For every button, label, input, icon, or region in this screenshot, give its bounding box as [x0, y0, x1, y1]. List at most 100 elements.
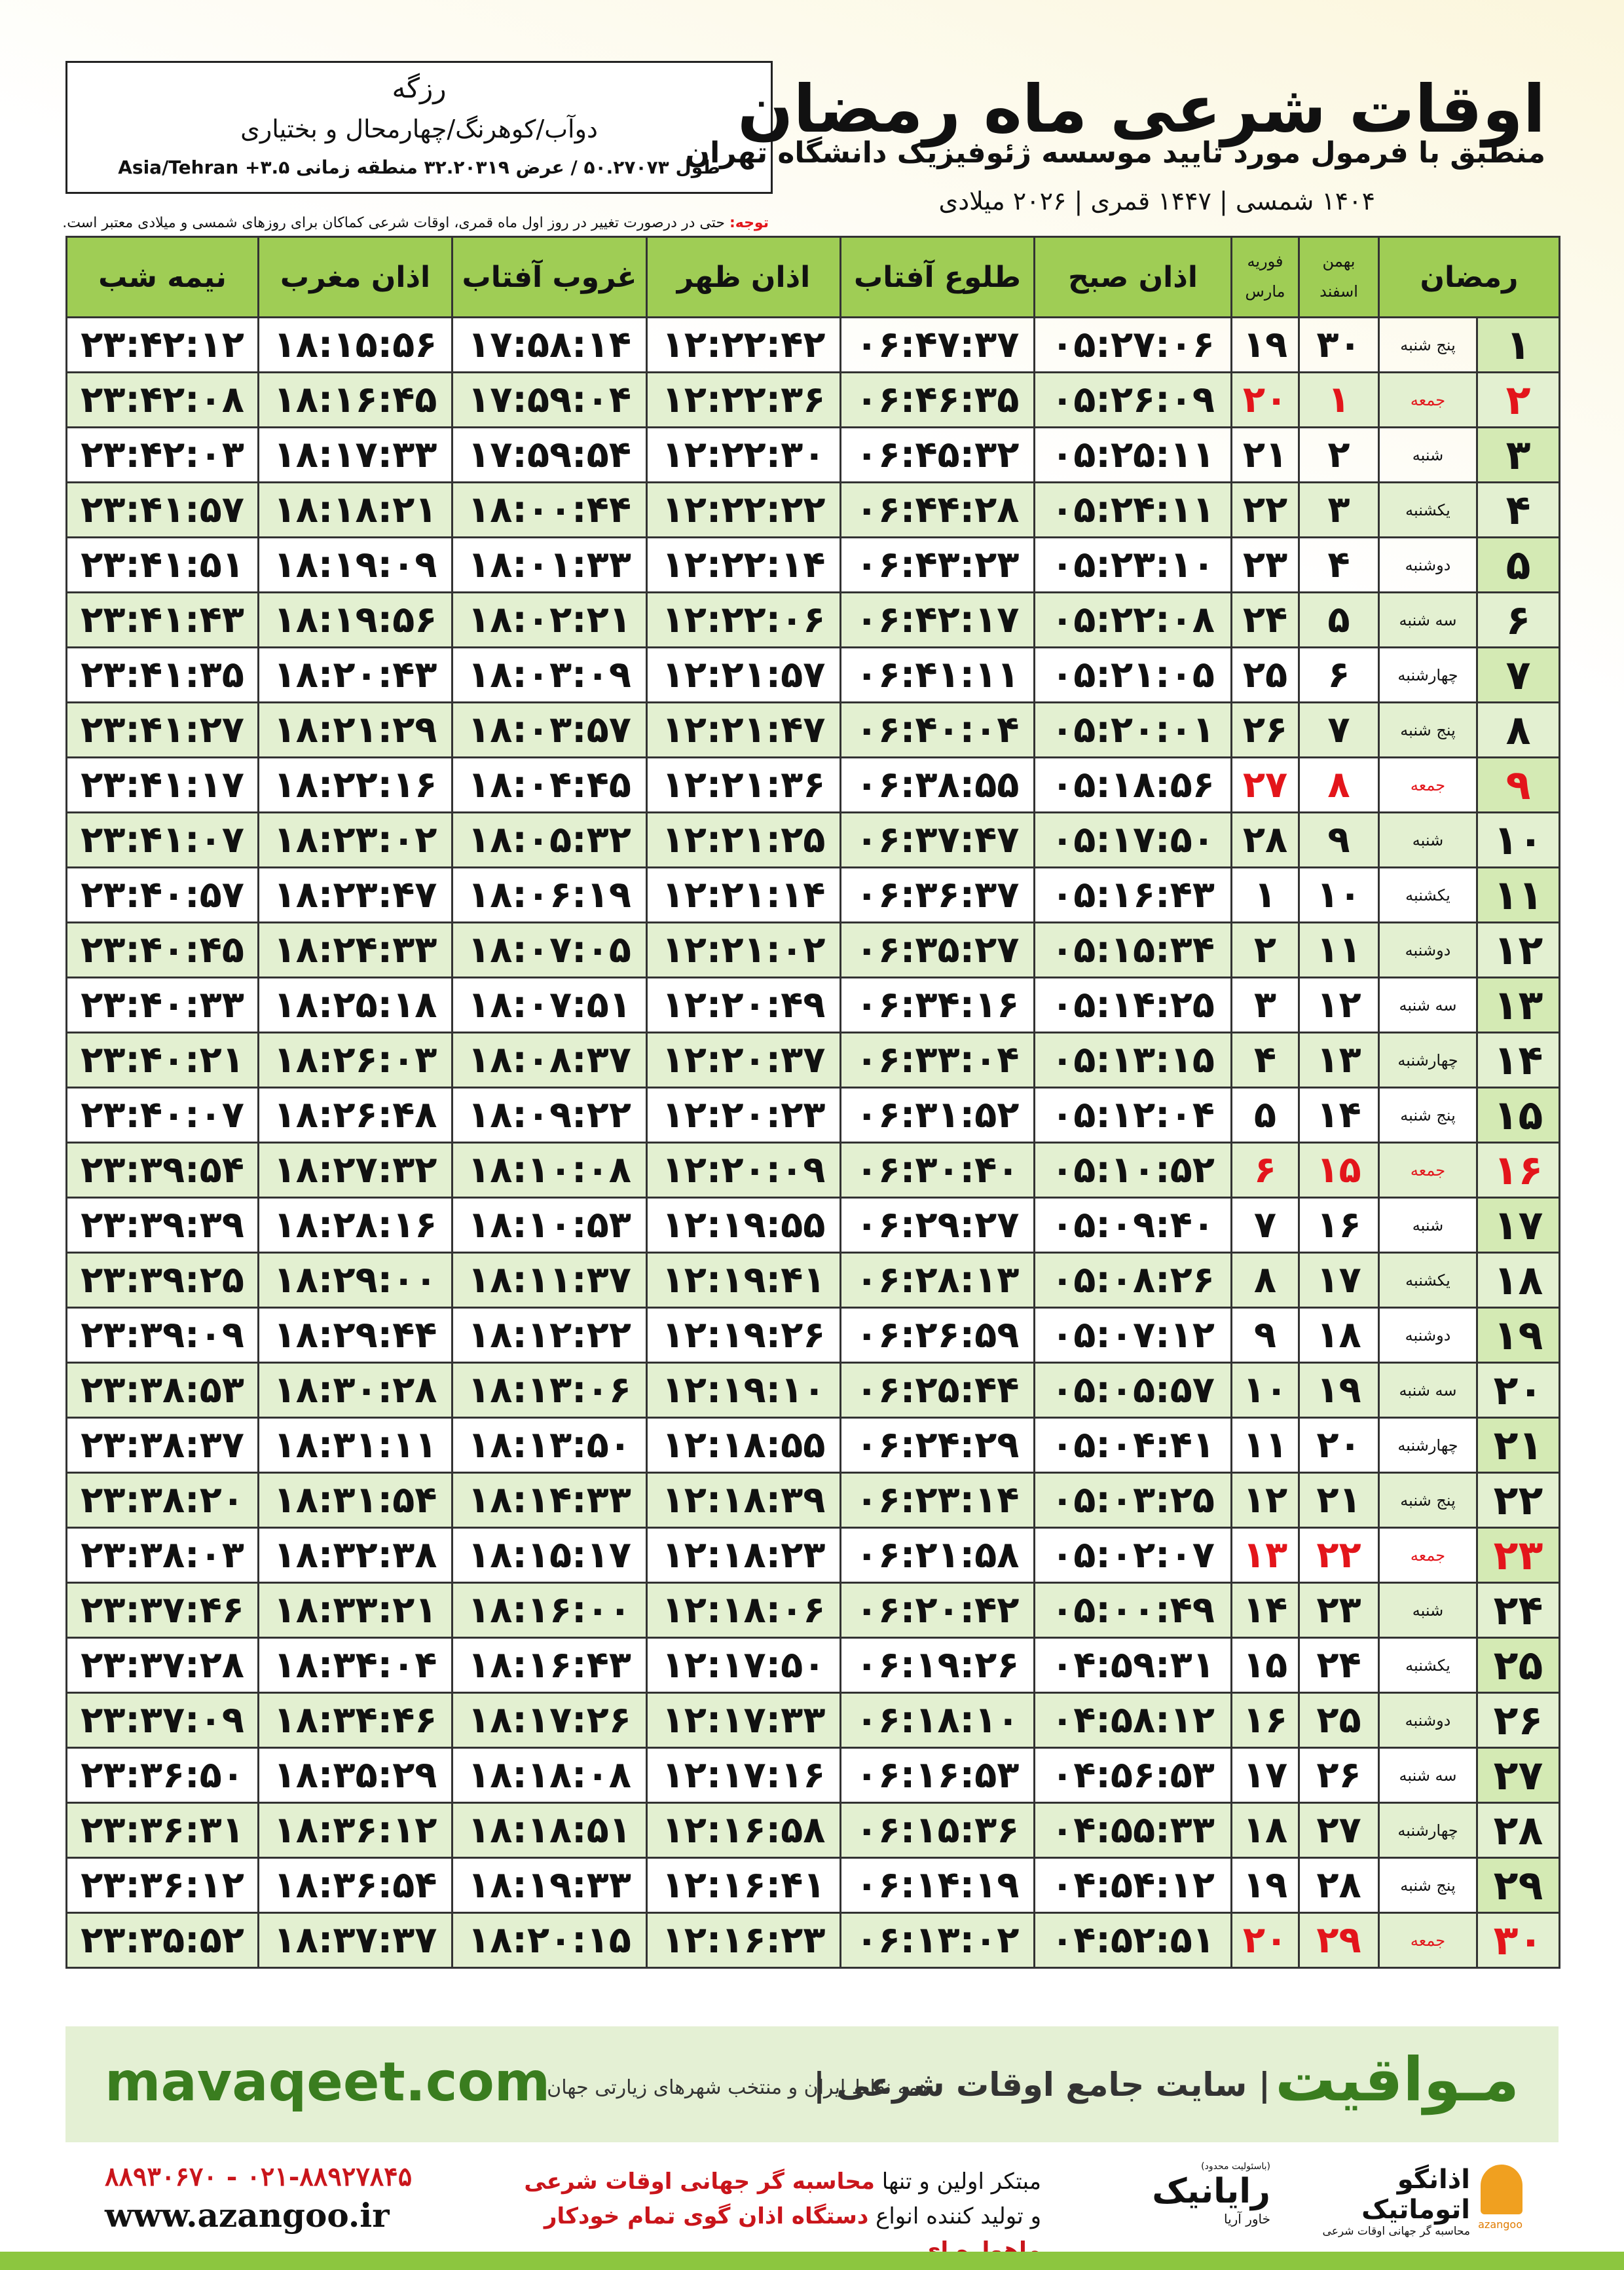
time-cell: ۱۲:۲۱:۰۲ [646, 921, 841, 978]
weekday: شنبه [1377, 426, 1479, 483]
location-coords: طول ۵۰.۲۷۰۷۳ / عرض ۳۲.۲۰۳۱۹ منطقه زمانی … [118, 157, 720, 178]
table-row: ۲۹ پنج شنبه ۲۸ ۱۹ ۰۴:۵۴:۱۲ ۰۶:۱۴:۱۹ ۱۲:۱۶:۴۱ ۱۸… [65, 1857, 1561, 1914]
time-cell: ۲۳:۳۸:۵۳ [65, 1362, 259, 1419]
time-cell: ۱۸:۱۰:۵۳ [451, 1197, 648, 1254]
time-cell: ۰۵:۱۷:۵۰ [1033, 811, 1232, 868]
time-cell: ۱۸:۱۳:۰۶ [451, 1362, 648, 1419]
time-cell: ۰۵:۲۶:۰۹ [1033, 371, 1232, 428]
date-cell: ۱۹ [1298, 1362, 1380, 1419]
table-row: ۱۲ دوشنبه ۱۱ ۲ ۰۵:۱۵:۳۴ ۰۶:۳۵:۲۷ ۱۲:۲۱:۰۲ ۱۸:۰۷… [65, 921, 1561, 978]
header-cell: اذان مغرب [257, 236, 453, 318]
time-cell: ۱۸:۳۰:۲۸ [257, 1362, 453, 1419]
text: اذانگو اتوماتیک [1361, 2165, 1470, 2225]
time-cell: ۱۸:۱۸:۲۱ [257, 481, 453, 538]
table-row: ۳ شنبه ۲ ۲۱ ۰۵:۲۵:۱۱ ۰۶:۴۵:۳۲ ۱۲:۲۲:۳۰ ۱۷:۵۹:۵۴… [65, 426, 1561, 483]
time-cell: ۱۸:۱۷:۳۳ [257, 426, 453, 483]
time-cell: ۰۶:۳۱:۵۲ [840, 1087, 1035, 1144]
time-cell: ۰۵:۱۸:۵۶ [1033, 756, 1232, 813]
date-cell: ۹ [1230, 1307, 1300, 1364]
time-cell: ۱۲:۲۰:۲۳ [646, 1087, 841, 1144]
date-cell: ۵ [1298, 591, 1380, 648]
table-row: ۷ چهارشنبه ۶ ۲۵ ۰۵:۲۱:۰۵ ۰۶:۴۱:۱۱ ۱۲:۲۱:۵۷ ۱۸:۰… [65, 646, 1561, 703]
time-cell: ۰۵:۲۲:۰۸ [1033, 591, 1232, 648]
table-row: ۶ سه شنبه ۵ ۲۴ ۰۵:۲۲:۰۸ ۰۶:۴۲:۱۷ ۱۲:۲۲:۰۶ ۱۸:۰۲… [65, 591, 1561, 648]
time-cell: ۰۵:۰۵:۵۷ [1033, 1362, 1232, 1419]
time-cell: ۲۳:۳۸:۳۷ [65, 1417, 259, 1474]
date-cell: ۵ [1230, 1087, 1300, 1144]
time-cell: ۰۵:۱۲:۰۴ [1033, 1087, 1232, 1144]
weekday: چهارشنبه [1377, 1417, 1479, 1474]
table-row: ۱۸ یکشنبه ۱۷ ۸ ۰۵:۰۸:۲۶ ۰۶:۲۸:۱۳ ۱۲:۱۹:۴۱ ۱۸:۱۱… [65, 1252, 1561, 1309]
bottom-strip [0, 2252, 1624, 2270]
ramadan-day: ۱۷ [1476, 1197, 1561, 1254]
text: مبتکر اولین و تنها [881, 2168, 1041, 2195]
text: رایانیک [1152, 2172, 1270, 2211]
date-cell: ۲۱ [1298, 1472, 1380, 1529]
table-row: ۲ جمعه ۱ ۲۰ ۰۵:۲۶:۰۹ ۰۶:۴۶:۳۵ ۱۲:۲۲:۳۶ ۱۷:۵۹:۰۴… [65, 371, 1561, 428]
time-cell: ۲۳:۳۶:۳۱ [65, 1802, 259, 1859]
time-cell: ۱۸:۳۲:۳۸ [257, 1527, 453, 1584]
banner-coverage: همه نقاط ایران و منتخب شهرهای زیارتی جها… [547, 2076, 930, 2099]
time-cell: ۱۸:۲۰:۴۳ [257, 646, 453, 703]
time-cell: ۰۵:۱۵:۳۴ [1033, 921, 1232, 978]
time-cell: ۱۸:۳۴:۴۶ [257, 1692, 453, 1749]
date-cell: ۷ [1298, 701, 1380, 758]
ramadan-day: ۲۵ [1476, 1637, 1561, 1694]
time-cell: ۱۸:۲۷:۳۲ [257, 1142, 453, 1199]
date-cell: ۶ [1298, 646, 1380, 703]
time-cell: ۰۶:۴۳:۲۳ [840, 536, 1035, 593]
time-cell: ۱۸:۲۱:۲۹ [257, 701, 453, 758]
time-cell: ۱۲:۱۹:۴۱ [646, 1252, 841, 1309]
time-cell: ۰۵:۰۸:۲۶ [1033, 1252, 1232, 1309]
time-cell: ۱۸:۱۹:۰۹ [257, 536, 453, 593]
time-cell: ۰۵:۰۰:۴۹ [1033, 1582, 1232, 1639]
ramadan-day: ۶ [1476, 591, 1561, 648]
time-cell: ۰۵:۱۰:۵۲ [1033, 1142, 1232, 1199]
date-cell: ۱۹ [1230, 1857, 1300, 1914]
prayer-table: رمضان بهمن اسفند فوریه مارس اذان صبح طلوع آ… [65, 236, 1561, 1969]
date-cell: ۴ [1298, 536, 1380, 593]
table-row: ۲۷ سه شنبه ۲۶ ۱۷ ۰۴:۵۶:۵۳ ۰۶:۱۶:۵۳ ۱۲:۱۷:۱۶ ۱۸:… [65, 1747, 1561, 1804]
time-cell: ۰۶:۴۱:۱۱ [840, 646, 1035, 703]
weekday: سه شنبه [1377, 977, 1479, 1033]
time-cell: ۰۵:۱۶:۴۳ [1033, 866, 1232, 923]
date-cell: ۱۷ [1230, 1747, 1300, 1804]
date-cell: ۹ [1298, 811, 1380, 868]
time-cell: ۰۶:۴۵:۳۲ [840, 426, 1035, 483]
slogan: مبتکر اولین و تنها محاسبه گر جهانی اوقات… [452, 2165, 1041, 2268]
time-cell: ۰۶:۱۴:۱۹ [840, 1857, 1035, 1914]
time-cell: ۱۸:۱۲:۲۲ [451, 1307, 648, 1364]
table-row: ۵ دوشنبه ۴ ۲۳ ۰۵:۲۳:۱۰ ۰۶:۴۳:۲۳ ۱۲:۲۲:۱۴ ۱۸:۰۱:… [65, 536, 1561, 593]
weekday: چهارشنبه [1377, 1032, 1479, 1088]
time-cell: ۰۶:۱۶:۵۳ [840, 1747, 1035, 1804]
ramadan-day: ۱۴ [1476, 1032, 1561, 1088]
time-cell: ۲۳:۴۱:۲۷ [65, 701, 259, 758]
banner-brand: مـواقیت [1275, 2045, 1519, 2115]
time-cell: ۱۸:۱۴:۳۳ [451, 1472, 648, 1529]
time-cell: ۲۳:۴۱:۵۱ [65, 536, 259, 593]
ramadan-day: ۷ [1476, 646, 1561, 703]
header-cell: طلوع آفتاب [840, 236, 1035, 318]
weekday: یکشنبه [1377, 1252, 1479, 1309]
table-row: ۱۷ شنبه ۱۶ ۷ ۰۵:۰۹:۴۰ ۰۶:۲۹:۲۷ ۱۲:۱۹:۵۵ ۱۸:۱۰:۵… [65, 1197, 1561, 1254]
time-cell: ۰۵:۱۴:۲۵ [1033, 977, 1232, 1033]
date-cell: ۲۶ [1298, 1747, 1380, 1804]
time-cell: ۱۸:۳۴:۰۴ [257, 1637, 453, 1694]
time-cell: ۲۳:۳۷:۲۸ [65, 1637, 259, 1694]
time-cell: ۱۲:۱۶:۲۳ [646, 1912, 841, 1969]
time-cell: ۰۶:۴۲:۱۷ [840, 591, 1035, 648]
time-cell: ۲۳:۴۲:۱۲ [65, 316, 259, 373]
header-cell: فوریه مارس [1230, 236, 1300, 318]
time-cell: ۱۸:۱۸:۰۸ [451, 1747, 648, 1804]
date-cell: ۲۰ [1298, 1417, 1380, 1474]
header-text: اسفند [1320, 282, 1358, 301]
time-cell: ۱۸:۱۹:۵۶ [257, 591, 453, 648]
weekday: جمعه [1377, 756, 1479, 813]
date-cell: ۱۶ [1230, 1692, 1300, 1749]
time-cell: ۱۸:۱۰:۰۸ [451, 1142, 648, 1199]
time-cell: ۱۲:۲۲:۲۲ [646, 481, 841, 538]
ramadan-day: ۴ [1476, 481, 1561, 538]
date-cell: ۱ [1230, 866, 1300, 923]
table-row: ۲۶ دوشنبه ۲۵ ۱۶ ۰۴:۵۸:۱۲ ۰۶:۱۸:۱۰ ۱۲:۱۷:۳۳ ۱۸:۱… [65, 1692, 1561, 1749]
time-cell: ۱۲:۱۷:۵۰ [646, 1637, 841, 1694]
